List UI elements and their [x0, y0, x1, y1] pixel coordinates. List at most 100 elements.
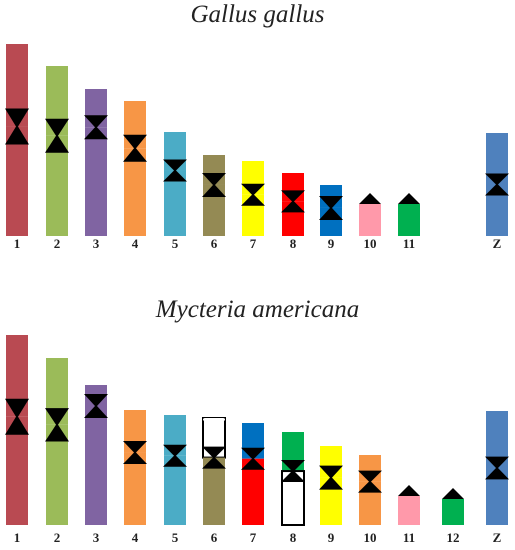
chromosome-2: 2 [45, 358, 69, 545]
centromere [5, 108, 29, 145]
centromere [319, 195, 343, 220]
chromosome-arm-p [486, 133, 508, 185]
chromosome-label: 2 [54, 530, 61, 545]
panel-title-gallus: Gallus gallus [190, 1, 325, 28]
centromere [442, 488, 464, 499]
chromosome-arm-q [164, 170, 186, 236]
centromere [359, 193, 381, 204]
panel-title-mycteria: Mycteria americana [155, 296, 360, 323]
centromere [241, 183, 265, 206]
chromosome-arm-q [398, 204, 420, 236]
chromosome-label: Z [493, 530, 502, 545]
centromere [45, 118, 69, 153]
chromosome-label: 9 [328, 530, 335, 545]
chromosome-label: 6 [211, 236, 218, 251]
chromosome-10: 10 [359, 193, 381, 251]
chromosome-12: 12 [442, 488, 464, 545]
centromere [84, 115, 108, 140]
chromosome-arm-q [486, 184, 508, 236]
chromosome-arm-p [6, 335, 28, 417]
chromosome-Z: Z [485, 411, 509, 545]
chromosome-5: 5 [163, 132, 187, 251]
chromosome-arm-q [46, 424, 68, 525]
centromere [123, 134, 147, 162]
chromosome-arm-q [164, 455, 186, 525]
chromosome-arm-p [6, 44, 28, 127]
chromosome-label: 12 [447, 530, 460, 545]
chromosome-label: 5 [172, 530, 179, 545]
centromere [398, 485, 420, 496]
chromosome-arm-q [85, 406, 107, 525]
chromosome-3: 3 [84, 385, 108, 545]
centromere [319, 465, 343, 490]
chromosome-arm-q [46, 135, 68, 236]
chromosome-label: 8 [290, 236, 297, 251]
chromosome-11: 11 [398, 485, 420, 545]
chromosome-arm-q [203, 184, 225, 236]
chromosome-label: 3 [93, 530, 100, 545]
karyotype-mycteria: 1 2 3 4 5 6 7 8 9 10 11 12 Z [5, 335, 509, 545]
chromosome-7: 7 [241, 161, 265, 251]
chromosome-arm-q [124, 148, 146, 236]
chromosome-arm-q [203, 457, 225, 525]
centromere [84, 394, 108, 418]
chromosome-7: 7 [241, 423, 265, 545]
chromosome-arm-p [46, 66, 68, 136]
centromere [5, 398, 29, 435]
chromosome-arm-p [46, 358, 68, 425]
chromosome-arm-q [442, 499, 464, 525]
centromere [485, 173, 509, 196]
chromosome-label: 4 [132, 530, 139, 545]
centromere [358, 470, 382, 493]
chromosome-label: Z [493, 236, 502, 251]
chromosome-9: 9 [319, 185, 343, 251]
centromere [398, 193, 420, 204]
centromere [123, 441, 147, 465]
centromere [202, 446, 226, 469]
karyotype-gallus: 1 2 3 4 5 6 7 8 9 10 11 Z [5, 44, 509, 251]
centromere [45, 408, 69, 442]
chromosome-arm-q [85, 127, 107, 236]
chromosome-arm-q [6, 126, 28, 236]
chromosome-4: 4 [123, 101, 147, 251]
chromosome-arm-q [486, 468, 508, 525]
centromere [163, 444, 187, 467]
chromosome-label: 11 [403, 530, 415, 545]
chromosome-1: 1 [5, 44, 29, 251]
chromosome-9: 9 [319, 446, 343, 545]
centromere [163, 159, 187, 182]
chromosome-label: 10 [364, 530, 377, 545]
chromosome-label: 7 [250, 236, 257, 251]
chromosome-label: 2 [54, 236, 61, 251]
chromosome-2: 2 [45, 66, 69, 251]
chromosome-arm-q [124, 452, 146, 525]
centromere [241, 447, 265, 470]
centromere [281, 460, 305, 483]
chromosome-label: 4 [132, 236, 139, 251]
chromosome-label: 9 [328, 236, 335, 251]
chromosome-10: 10 [358, 455, 382, 545]
chromosome-11: 11 [398, 193, 420, 251]
chromosome-label: 1 [14, 530, 21, 545]
chromosome-label: 8 [290, 530, 297, 545]
chromosome-1: 1 [5, 335, 29, 545]
chromosome-arm-q [359, 204, 381, 236]
chromosome-4: 4 [123, 410, 147, 545]
chromosome-6: 6 [202, 155, 226, 251]
chromosome-label: 3 [93, 236, 100, 251]
chromosome-label: 6 [211, 530, 218, 545]
centromere [485, 456, 509, 480]
chromosome-arm-q [6, 416, 28, 525]
chromosome-arm-q [242, 458, 264, 525]
chromosome-arm-q [398, 496, 420, 525]
chromosome-8: 8 [281, 173, 305, 251]
chromosome-label: 7 [250, 530, 257, 545]
chromosome-label: 11 [403, 236, 415, 251]
chromosome-3: 3 [84, 89, 108, 251]
centromere [281, 190, 305, 213]
chromosome-arm-p [486, 411, 508, 468]
centromere [202, 172, 226, 197]
chromosome-Z: Z [485, 133, 509, 251]
chromosome-5: 5 [163, 415, 187, 545]
